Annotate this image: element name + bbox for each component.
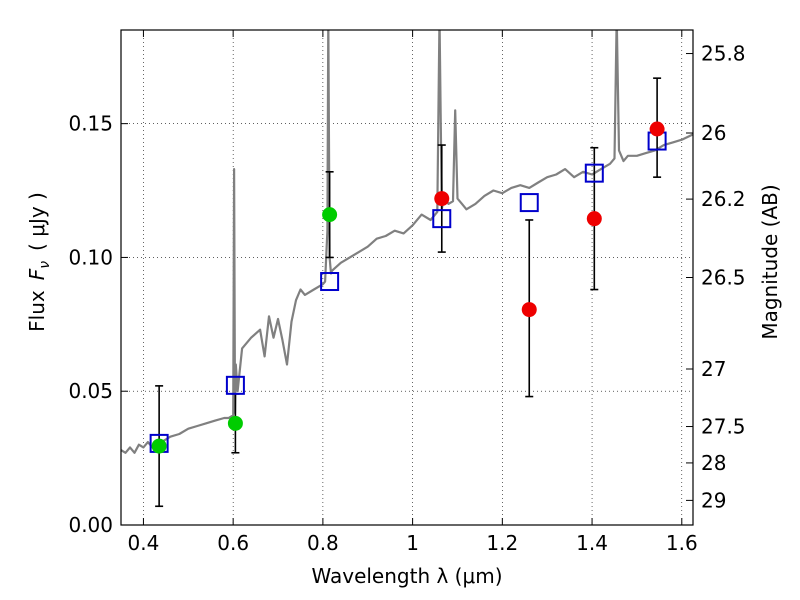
y-tick-label-3: 0.15 xyxy=(68,112,113,136)
x-tick-label-0: 0.4 xyxy=(128,531,160,555)
x-tick-label-3: 1 xyxy=(406,531,419,555)
model-point-2 xyxy=(320,272,340,292)
plot-frame xyxy=(120,29,694,526)
y-axis-label-flux: Flux xyxy=(25,290,49,332)
y2-tick-label-5: 27.5 xyxy=(701,415,746,439)
model-layer xyxy=(149,131,667,453)
spectrum-layer xyxy=(121,30,693,454)
y-tick-label-0: 0.00 xyxy=(68,513,113,537)
y2-tick-label-6: 28 xyxy=(701,451,726,475)
spectrum-line xyxy=(121,30,693,454)
model-point-3 xyxy=(432,209,452,229)
x-tick-label-4: 1.2 xyxy=(486,531,518,555)
y2-tick-label-3: 26.5 xyxy=(701,266,746,290)
observed-point-1 xyxy=(227,415,243,431)
y-tick-label-1: 0.05 xyxy=(68,379,113,403)
y-axis-label-symbol: F xyxy=(25,268,49,280)
y-tick-label-2: 0.10 xyxy=(68,245,113,269)
x-axis-label: Wavelength λ (μm) xyxy=(311,564,502,588)
y-axis-label-subscript: ν xyxy=(37,261,53,269)
observed-point-2 xyxy=(322,207,338,223)
grid-lines xyxy=(121,30,693,526)
observed-point-5 xyxy=(586,211,602,227)
x-tick-label-2: 0.8 xyxy=(307,531,339,555)
y-axis-label: Flux Fν ( μJy ) xyxy=(25,192,53,332)
y2-tick-label-4: 27 xyxy=(701,357,726,381)
y2-axis-label: Magnitude (AB) xyxy=(758,184,782,339)
model-point-5 xyxy=(584,163,604,183)
observed-point-4 xyxy=(521,302,537,318)
y2-tick-label-7: 29 xyxy=(701,488,726,512)
y2-tick-label-2: 26.2 xyxy=(701,187,746,211)
axis-ticks: 0.4 0.6 0.8 1 1.2 1.4 1.6 0.00 0.05 0.10 0.15 25.8 2… xyxy=(68,30,746,555)
x-tick-label-1: 0.6 xyxy=(217,531,249,555)
model-point-4 xyxy=(519,193,539,213)
model-point-1 xyxy=(225,375,245,395)
x-tick-label-6: 1.6 xyxy=(666,531,698,555)
observed-point-3 xyxy=(434,191,450,207)
observed-point-0 xyxy=(151,438,167,454)
y2-tick-label-0: 25.8 xyxy=(701,42,746,66)
observed-layer xyxy=(151,121,665,454)
y2-tick-label-1: 26 xyxy=(701,121,726,145)
y-axis-label-unit: ( μJy ) xyxy=(25,192,49,251)
observed-point-6 xyxy=(649,121,665,137)
x-tick-label-5: 1.4 xyxy=(576,531,608,555)
errorbar-layer xyxy=(155,77,662,508)
